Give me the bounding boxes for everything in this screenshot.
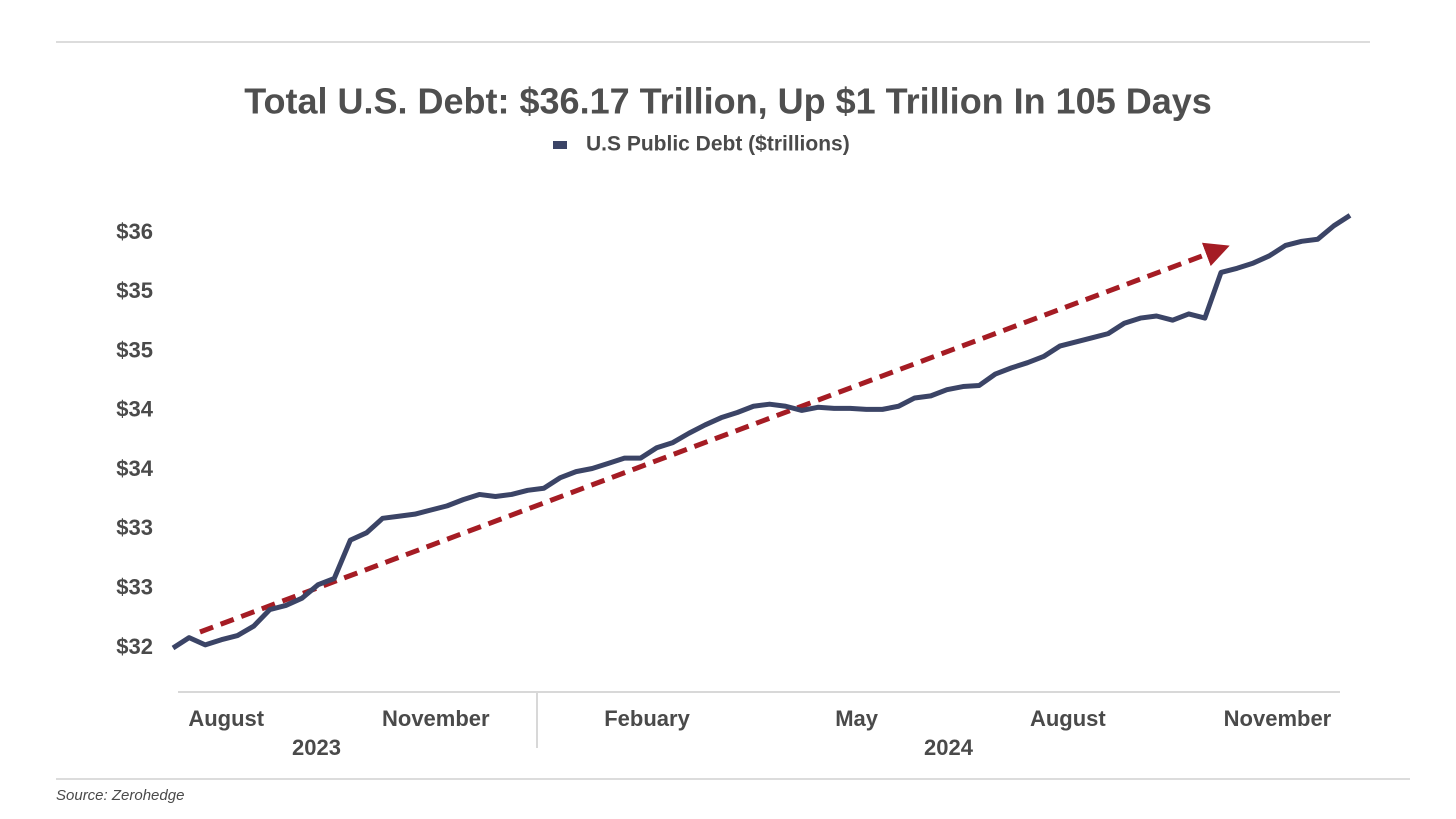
y-tick-label: $32 (116, 634, 153, 659)
year-label: 2023 (292, 735, 341, 760)
legend-marker (553, 141, 567, 149)
y-tick-label: $36 (116, 219, 153, 244)
x-tick-label: August (188, 706, 264, 731)
y-tick-label: $34 (116, 397, 153, 422)
chart-title: Total U.S. Debt: $36.17 Trillion, Up $1 … (244, 81, 1212, 122)
x-tick-label: November (1224, 706, 1332, 731)
y-tick-label: $33 (116, 575, 153, 600)
y-tick-label: $34 (116, 456, 153, 481)
x-tick-label: August (1030, 706, 1106, 731)
trend-arrow (199, 242, 1230, 635)
legend-label: U.S Public Debt ($trillions) (586, 133, 850, 156)
y-tick-label: $33 (116, 515, 153, 540)
x-tick-label: November (382, 706, 490, 731)
y-tick-label: $35 (116, 337, 153, 362)
source: Source: Zerohedge (56, 787, 184, 804)
x-tick-label: May (835, 706, 879, 731)
data-line (171, 213, 1352, 651)
x-tick-label: Febuary (604, 706, 690, 731)
y-tick-label: $35 (116, 278, 153, 303)
year-label: 2024 (924, 735, 974, 760)
plot: $32 $33 $33 $34 $34 $35 $35 $36 August November Fe… (116, 213, 1352, 760)
